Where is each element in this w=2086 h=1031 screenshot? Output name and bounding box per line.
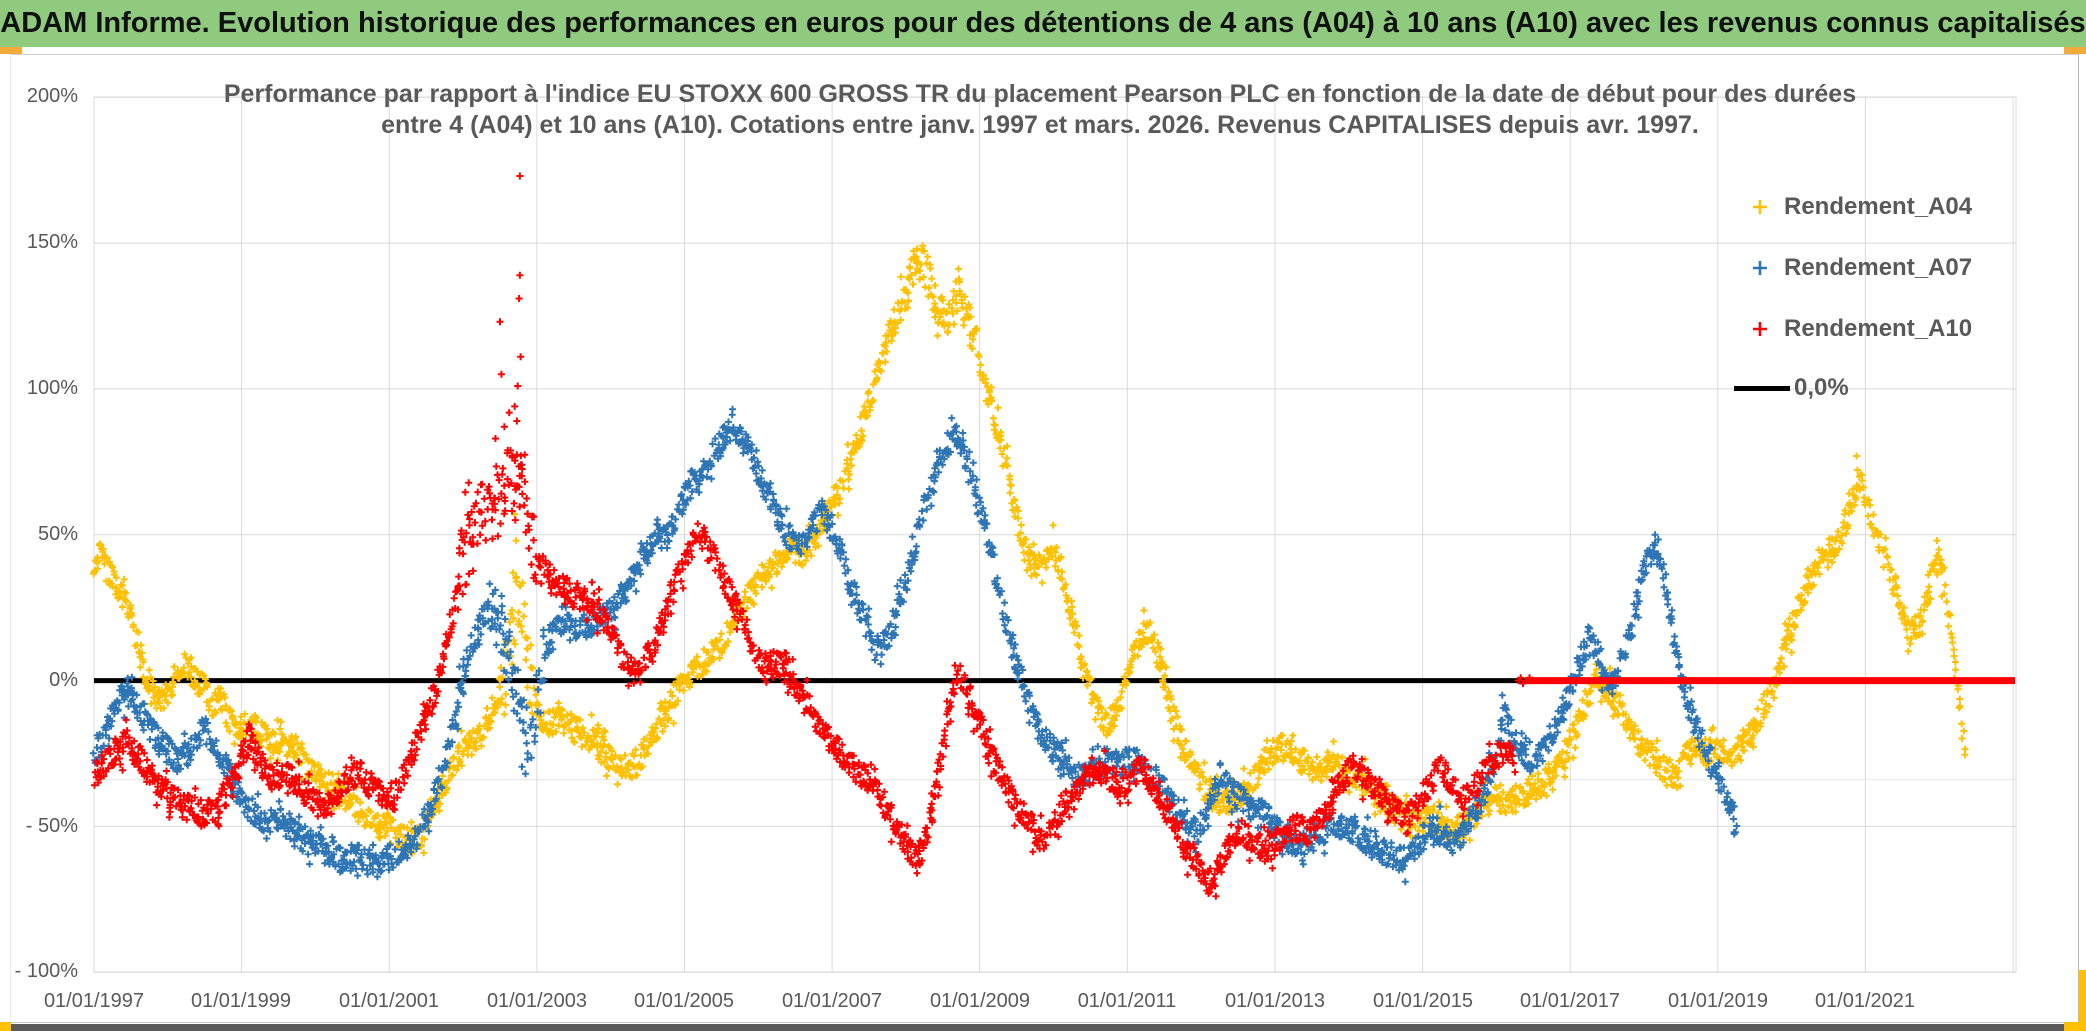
x-tick-2021: 01/01/2021 xyxy=(1814,990,1916,1012)
x-tick-1999: 01/01/1999 xyxy=(190,990,292,1012)
plot-border xyxy=(93,96,2017,973)
chart-title-line2: entre 4 (A04) et 10 ans (A10). Cotations… xyxy=(381,111,1699,139)
x-tick-2005: 01/01/2005 xyxy=(633,990,735,1012)
bottom-right-accent xyxy=(2064,1022,2086,1031)
y-tick-200: 200% xyxy=(26,85,78,107)
plus-marker-a04-icon xyxy=(1753,200,1767,214)
x-tick-2003: 01/01/2003 xyxy=(486,990,588,1012)
y-tick-150: 150% xyxy=(26,231,78,253)
x-tick-2011: 01/01/2011 xyxy=(1077,990,1177,1012)
frame-left-border xyxy=(10,54,11,1022)
x-tick-2001: 01/01/2001 xyxy=(338,990,440,1012)
x-tick-2007: 01/01/2007 xyxy=(781,990,883,1012)
legend-item-a04[interactable]: Rendement_A04 xyxy=(1734,190,1972,224)
y-tick-100: 100% xyxy=(26,377,78,399)
series-rendement-a07 xyxy=(89,405,1741,886)
chart-title-line1: Performance par rapport à l'indice EU ST… xyxy=(223,80,1857,108)
x-tick-1997: 01/01/1997 xyxy=(43,990,145,1012)
x-tick-2017: 01/01/2017 xyxy=(1519,990,1621,1012)
legend-label-a04: Rendement_A04 xyxy=(1784,193,1973,220)
bottom-scroll-bar[interactable] xyxy=(11,1024,2064,1031)
legend-label-zero: 0,0% xyxy=(1794,374,1849,401)
x-tick-2013: 01/01/2013 xyxy=(1224,990,1326,1012)
series-rendement-a04 xyxy=(90,242,1969,857)
x-tick-2009: 01/01/2009 xyxy=(929,990,1031,1012)
y-tick-n50: - 50% xyxy=(25,815,78,837)
plus-marker-a10-icon xyxy=(1753,322,1767,336)
top-strip xyxy=(0,47,2086,54)
zero-line-sample-icon xyxy=(1734,385,1790,391)
right-accent-column xyxy=(2079,970,2086,1031)
y-tick-50: 50% xyxy=(37,523,78,545)
frame-bottom-border xyxy=(10,1022,2078,1023)
title-banner[interactable]: ADAM Informe. Evolution historique des p… xyxy=(0,0,2086,47)
gridlines xyxy=(93,96,2016,973)
x-tick-2015: 01/01/2015 xyxy=(1372,990,1474,1012)
frame-top-border xyxy=(10,54,2078,55)
top-left-accent-tab xyxy=(0,47,22,54)
legend-item-a07[interactable]: Rendement_A07 xyxy=(1734,251,1972,285)
series-rendement-a10 xyxy=(91,172,1534,900)
plus-marker-a07-icon xyxy=(1753,261,1767,275)
legend-item-a10[interactable]: Rendement_A10 xyxy=(1734,312,1972,346)
banner-title: ADAM Informe. Evolution historique des p… xyxy=(0,7,2086,39)
legend-label-a10: Rendement_A10 xyxy=(1784,315,1973,342)
frame-right-border xyxy=(2078,54,2079,1022)
legend-item-zero-line[interactable]: 0,0% xyxy=(1734,371,1849,405)
y-tick-0: 0% xyxy=(49,669,78,691)
legend-label-a07: Rendement_A07 xyxy=(1784,254,1973,281)
x-tick-2019: 01/01/2019 xyxy=(1667,990,1769,1012)
top-right-accent-tab xyxy=(2064,47,2086,54)
y-tick-n100: - 100% xyxy=(14,960,78,982)
bottom-left-accent xyxy=(0,1022,11,1031)
